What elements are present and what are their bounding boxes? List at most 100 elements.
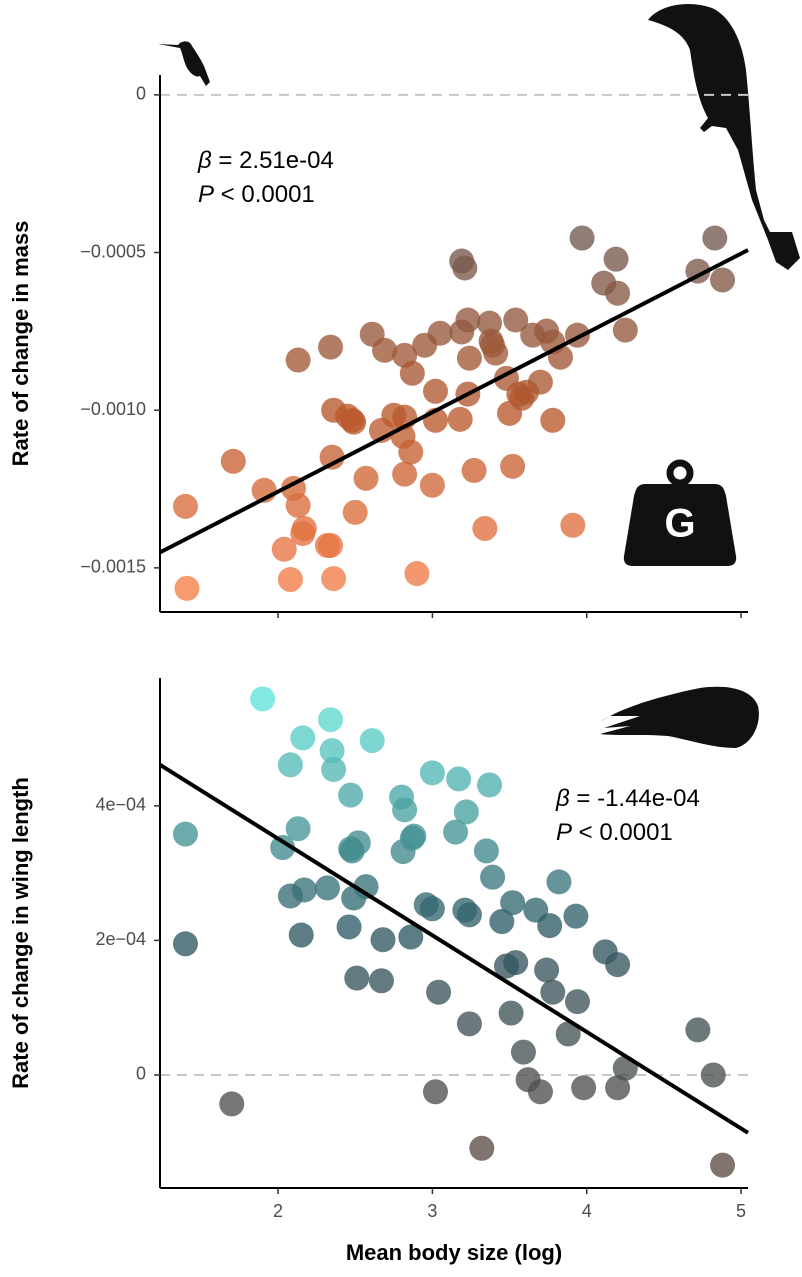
- point: [172, 821, 198, 847]
- point: [527, 369, 553, 395]
- weight-icon: [623, 484, 737, 566]
- y-tick-label: 2e−04: [95, 929, 146, 949]
- point: [710, 1152, 736, 1178]
- point: [285, 347, 311, 373]
- point: [288, 922, 314, 948]
- point: [569, 225, 595, 251]
- point: [489, 909, 515, 935]
- point: [456, 345, 482, 371]
- point: [404, 561, 430, 587]
- point: [472, 515, 498, 541]
- point: [353, 874, 379, 900]
- point: [480, 864, 506, 890]
- x-tick-label: 3: [427, 1201, 437, 1221]
- point: [503, 307, 529, 333]
- point: [500, 890, 526, 916]
- y-axis-title: Rate of change in mass: [8, 221, 33, 467]
- point: [537, 913, 563, 939]
- point: [560, 512, 586, 538]
- hummingbird-icon: [158, 41, 210, 86]
- stat-annotation: β = -1.44e-04: [555, 785, 700, 812]
- point: [291, 515, 317, 541]
- point: [372, 337, 398, 363]
- point: [443, 819, 469, 845]
- point: [564, 989, 590, 1015]
- point: [427, 320, 453, 346]
- x-tick-label: 5: [736, 1201, 746, 1221]
- point: [449, 248, 475, 274]
- point: [571, 1075, 597, 1101]
- x-tick-label: 2: [273, 1201, 283, 1221]
- point: [285, 816, 311, 842]
- point: [461, 457, 487, 483]
- x-tick-label: 4: [582, 1201, 592, 1221]
- point: [612, 317, 638, 343]
- point: [452, 897, 478, 923]
- point: [398, 439, 424, 465]
- y-tick-label: −0.0015: [80, 557, 146, 577]
- point: [368, 968, 394, 994]
- wing-icon: [600, 686, 759, 748]
- point: [605, 280, 631, 306]
- point: [447, 406, 473, 432]
- stat-annotation: β = 2.51e-04: [197, 147, 334, 174]
- point: [419, 896, 445, 922]
- fit-line: [159, 248, 749, 555]
- point: [469, 1135, 495, 1161]
- weight-ring: [666, 459, 694, 487]
- point: [344, 965, 370, 991]
- point: [172, 931, 198, 957]
- point: [685, 1017, 711, 1043]
- point: [321, 757, 347, 783]
- point: [285, 492, 311, 518]
- point: [500, 453, 526, 479]
- point: [446, 766, 472, 792]
- point: [319, 444, 345, 470]
- point: [220, 448, 246, 474]
- point: [270, 835, 296, 861]
- point: [392, 797, 418, 823]
- y-tick-label: 0: [136, 1064, 146, 1084]
- point: [290, 725, 316, 751]
- weight-label: G: [664, 502, 695, 546]
- x-axis-title: Mean body size (log): [346, 1240, 562, 1265]
- point: [338, 782, 364, 808]
- point: [527, 1079, 553, 1105]
- point: [603, 246, 629, 272]
- point: [700, 1062, 726, 1088]
- point: [483, 340, 509, 366]
- point: [172, 493, 198, 519]
- point: [401, 823, 427, 849]
- y-tick-label: 0: [136, 84, 146, 104]
- y-tick-label: 4e−04: [95, 795, 146, 815]
- point: [250, 686, 276, 712]
- point: [456, 1011, 482, 1037]
- point: [453, 799, 479, 825]
- point: [555, 1021, 581, 1047]
- y-tick-label: −0.0005: [80, 241, 146, 261]
- point: [277, 567, 303, 593]
- point: [546, 869, 572, 895]
- bird-tail-mark: [766, 204, 780, 232]
- point: [345, 830, 371, 856]
- point: [398, 924, 424, 950]
- point: [277, 752, 303, 778]
- point: [710, 267, 736, 293]
- point: [392, 461, 418, 487]
- point: [353, 465, 379, 491]
- y-axis-title: Rate of change in wing length: [8, 777, 33, 1089]
- point: [219, 1091, 245, 1117]
- point: [314, 875, 340, 901]
- stat-annotation: P < 0.0001: [556, 819, 673, 846]
- point: [605, 1075, 631, 1101]
- point: [318, 334, 344, 360]
- point: [473, 838, 499, 864]
- point: [510, 1039, 536, 1065]
- point: [563, 903, 589, 929]
- point: [321, 566, 347, 592]
- point: [399, 360, 425, 386]
- point: [476, 772, 502, 798]
- bird-icon: [648, 4, 800, 270]
- point: [318, 707, 344, 733]
